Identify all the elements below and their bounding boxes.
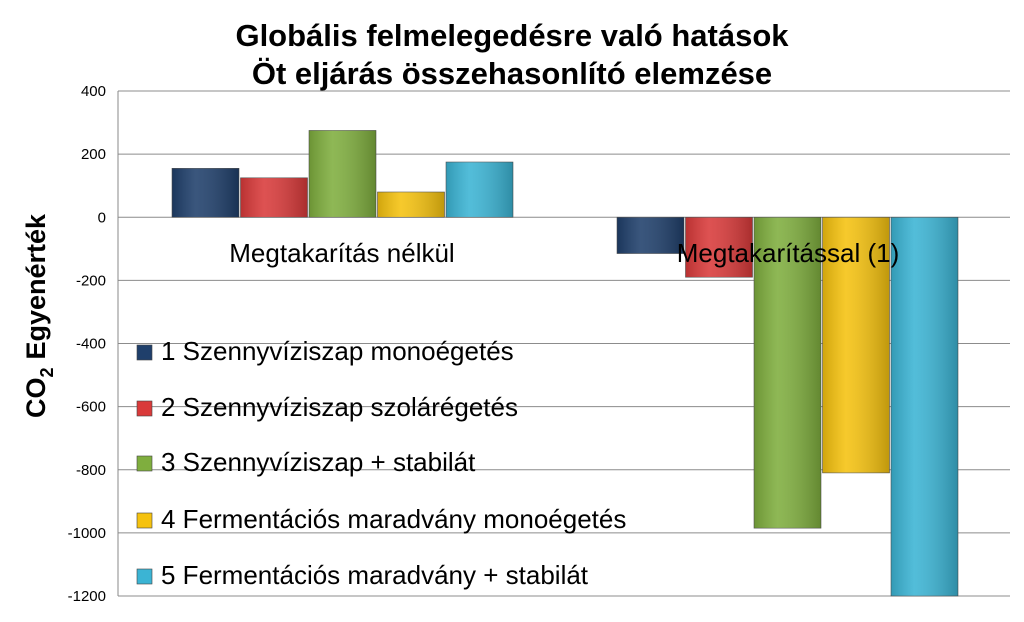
- y-tick-label: 0: [98, 209, 106, 226]
- bar: [377, 191, 445, 218]
- legend-swatch: [136, 512, 153, 529]
- category-label-1: Megtakarítás nélkül: [229, 238, 454, 268]
- bar: [685, 216, 753, 278]
- legend: 1 Szennyvíziszap monoégetés 2 Szennyvízis…: [136, 336, 626, 590]
- chart-title-line-1: Globális felmelegedésre való hatások: [235, 18, 789, 53]
- y-tick-label: 400: [81, 83, 106, 100]
- y-tick-label: -800: [76, 462, 106, 479]
- y-tick-label: 200: [81, 146, 106, 163]
- legend-item: 4 Fermentációs maradvány monoégetés: [136, 504, 626, 534]
- y-axis-label-text: Egyenérték: [21, 213, 51, 360]
- bar: [616, 216, 685, 254]
- y-tick-labels: 400 200 0 -200 -400 -600 -800 -1000 -1200: [68, 83, 106, 605]
- bar: [822, 216, 890, 474]
- y-tick-label: -1000: [68, 525, 106, 542]
- legend-label: 5 Fermentációs maradvány + stabilát: [161, 560, 589, 590]
- bars: [171, 130, 959, 597]
- bar: [890, 216, 959, 597]
- legend-swatch: [136, 455, 153, 472]
- y-tick-label: -1200: [68, 588, 106, 605]
- legend-item: 1 Szennyvíziszap monoégetés: [136, 336, 514, 366]
- y-tick-label: -600: [76, 399, 106, 416]
- bar: [308, 130, 377, 218]
- y-axis-label: CO2 Egyenérték: [21, 213, 57, 418]
- legend-item: 3 Szennyvíziszap + stabilát: [136, 447, 476, 477]
- y-tick-label: -400: [76, 336, 106, 353]
- legend-label: 2 Szennyvíziszap szolárégetés: [161, 392, 518, 422]
- chart-title-line-2: Öt eljárás összehasonlító elemzése: [252, 56, 772, 91]
- legend-item: 2 Szennyvíziszap szolárégetés: [136, 392, 518, 422]
- legend-swatch: [136, 568, 153, 585]
- legend-label: 1 Szennyvíziszap monoégetés: [161, 336, 514, 366]
- legend-label: 3 Szennyvíziszap + stabilát: [161, 447, 476, 477]
- category-label-2: Megtakarítással (1): [677, 238, 900, 268]
- legend-label: 4 Fermentációs maradvány monoégetés: [161, 504, 626, 534]
- y-axis-label-prefix: CO: [21, 378, 51, 419]
- legend-swatch: [136, 400, 153, 417]
- bar: [171, 168, 240, 218]
- bar: [753, 216, 822, 529]
- legend-swatch: [136, 344, 153, 361]
- y-tick-label: -200: [76, 272, 106, 289]
- bar: [445, 161, 514, 218]
- bar: [240, 177, 308, 218]
- y-axis-label-subscript: 2: [37, 368, 57, 378]
- legend-item: 5 Fermentációs maradvány + stabilát: [136, 560, 589, 590]
